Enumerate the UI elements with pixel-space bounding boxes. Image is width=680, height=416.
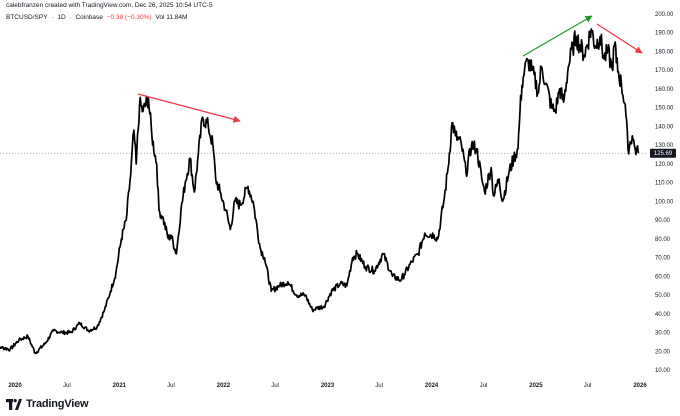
y-tick-label: 50.00 bbox=[655, 293, 671, 299]
series-line-btcusd-spy bbox=[0, 28, 640, 355]
symbol-separator: · bbox=[69, 14, 72, 21]
last-price-label: 125.69 bbox=[650, 148, 676, 158]
x-tick-label: Jul bbox=[63, 383, 71, 389]
x-tick-label: 2024 bbox=[425, 383, 439, 389]
trend-arrow-up-2025 bbox=[522, 15, 593, 57]
y-tick-label: 60.00 bbox=[655, 274, 671, 280]
last-price-value: 125.69 bbox=[654, 151, 673, 157]
symbol-separator: · bbox=[51, 14, 54, 21]
x-axis: 2020 Jul 2021 Jul 2022 Jul 2023 Jul 2024 Jul 2025 J… bbox=[8, 383, 647, 389]
y-tick-label: 110.00 bbox=[655, 181, 674, 187]
price-change: −0.38 (−0.30%) bbox=[106, 14, 152, 21]
y-tick-label: 140.00 bbox=[655, 124, 674, 130]
symbol-exchange: Coinbase bbox=[75, 14, 103, 21]
volume-value: Vol 11.84M bbox=[155, 14, 188, 21]
y-tick-label: 160.00 bbox=[655, 87, 674, 93]
x-tick-label: Jul bbox=[375, 383, 383, 389]
trend-arrow-down-2025 bbox=[596, 23, 643, 54]
chart-credit: calebfranzen created with TradingView.co… bbox=[6, 2, 213, 9]
y-tick-label: 130.00 bbox=[655, 143, 674, 149]
y-tick-label: 90.00 bbox=[655, 218, 671, 224]
y-tick-label: 190.00 bbox=[655, 31, 674, 37]
y-tick-label: 170.00 bbox=[655, 68, 674, 74]
x-tick-label: 2025 bbox=[529, 383, 543, 389]
y-tick-label: 150.00 bbox=[655, 106, 674, 112]
y-tick-label: 30.00 bbox=[655, 331, 671, 337]
trend-arrow-down-2021 bbox=[137, 93, 241, 123]
y-tick-label: 20.00 bbox=[655, 349, 671, 355]
symbol-info: BTCUSD/SPY · 1D · Coinbase −0.38 (−0.30%… bbox=[6, 14, 189, 21]
x-tick-label: 2020 bbox=[8, 383, 22, 389]
x-tick-label: 2026 bbox=[633, 383, 647, 389]
y-tick-label: 40.00 bbox=[655, 312, 671, 318]
x-tick-label: 2021 bbox=[113, 383, 127, 389]
x-tick-label: Jul bbox=[271, 383, 279, 389]
x-tick-label: Jul bbox=[167, 383, 175, 389]
x-tick-label: 2023 bbox=[321, 383, 335, 389]
tradingview-logo-icon bbox=[6, 398, 22, 410]
symbol-name[interactable]: BTCUSD/SPY bbox=[6, 14, 48, 21]
tradingview-brand: TradingView bbox=[26, 398, 89, 410]
y-tick-label: 200.00 bbox=[655, 12, 674, 18]
y-tick-label: 120.00 bbox=[655, 162, 674, 168]
y-tick-label: 180.00 bbox=[655, 49, 674, 55]
y-tick-label: 100.00 bbox=[655, 199, 674, 205]
y-axis: 10.00 20.00 30.00 40.00 50.00 60.00 70.00 80.00… bbox=[655, 12, 674, 374]
tradingview-logo[interactable]: TradingView bbox=[6, 398, 89, 410]
y-tick-label: 80.00 bbox=[655, 237, 671, 243]
y-tick-label: 70.00 bbox=[655, 256, 671, 262]
x-tick-label: Jul bbox=[480, 383, 488, 389]
x-tick-label: Jul bbox=[584, 383, 592, 389]
symbol-interval[interactable]: 1D bbox=[57, 14, 66, 21]
x-tick-label: 2022 bbox=[217, 383, 231, 389]
y-tick-label: 10.00 bbox=[655, 368, 671, 374]
